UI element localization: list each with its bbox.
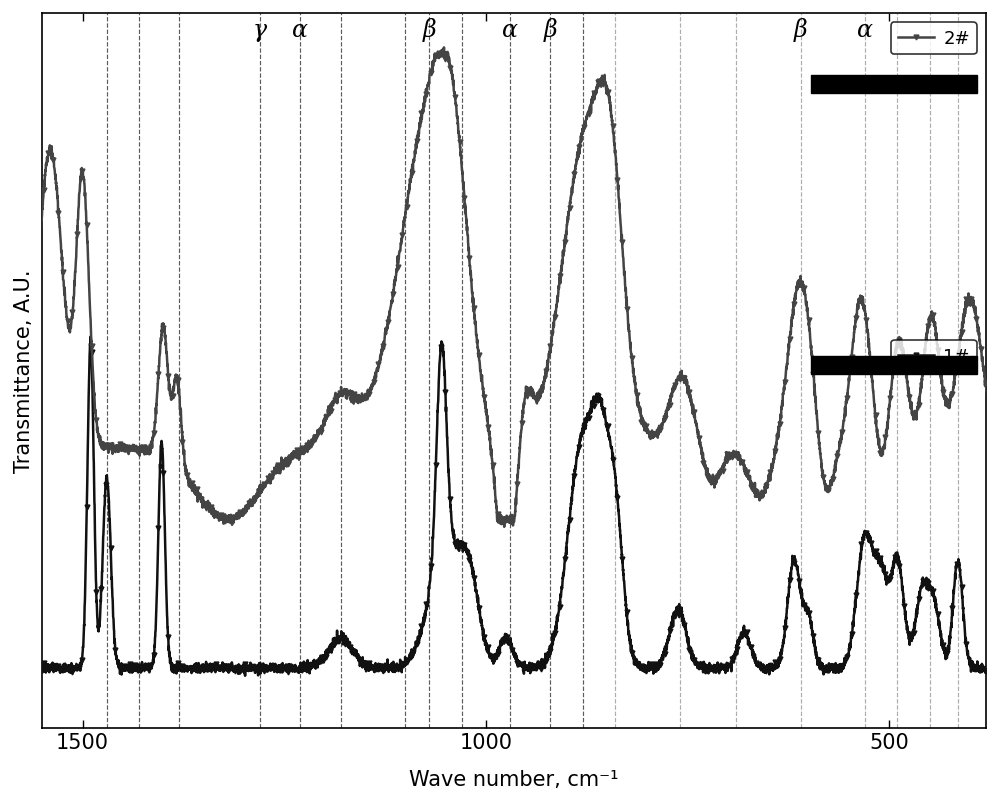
1#	[239, 671, 251, 681]
Text: β: β	[544, 18, 557, 43]
Text: γ: γ	[253, 19, 267, 43]
Text: α: α	[857, 19, 873, 43]
1#	[815, 662, 827, 672]
1#	[85, 332, 97, 342]
Legend: 1#: 1#	[891, 340, 977, 373]
1#	[394, 662, 406, 672]
2#	[498, 523, 510, 532]
1#	[650, 667, 662, 677]
2#	[393, 248, 405, 258]
2#	[650, 429, 662, 438]
Line: 2#: 2#	[32, 46, 993, 530]
Bar	[811, 357, 977, 374]
2#	[438, 43, 450, 53]
1#	[28, 659, 40, 669]
1#	[602, 422, 614, 432]
2#	[984, 410, 996, 419]
Text: α: α	[502, 19, 518, 43]
Line: 1#: 1#	[32, 334, 993, 679]
Bar	[811, 76, 977, 94]
2#	[602, 88, 614, 97]
Y-axis label: Transmittance, A.U.: Transmittance, A.U.	[14, 269, 34, 472]
2#	[28, 321, 40, 331]
1#	[984, 666, 996, 675]
2#	[815, 450, 827, 460]
1#	[202, 662, 214, 672]
Text: β: β	[794, 18, 807, 43]
1#	[742, 633, 754, 642]
2#	[742, 468, 754, 478]
Text: α: α	[292, 19, 308, 43]
X-axis label: Wave number, cm⁻¹: Wave number, cm⁻¹	[409, 769, 619, 789]
Text: β: β	[423, 18, 436, 43]
2#	[202, 503, 214, 512]
